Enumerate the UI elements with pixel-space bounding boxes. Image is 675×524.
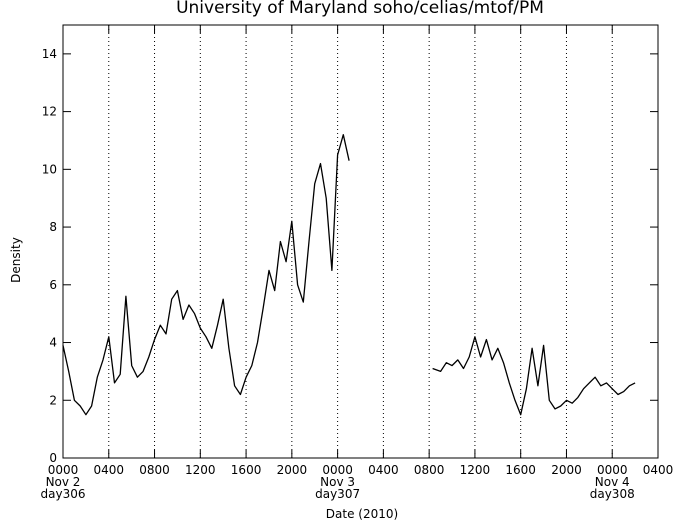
y-tick-label: 6 [49,278,57,292]
data-line [62,134,636,416]
x-tick-label: 2000 [551,463,582,477]
x-tick-label: 0000 [597,463,628,477]
x-date-label: Nov 3 [320,475,355,489]
x-axis-label: Date (2010) [326,507,398,521]
x-tick-label: 2000 [277,463,308,477]
y-tick-label: 0 [49,451,57,465]
x-tick-label: 1600 [505,463,536,477]
x-day-label: day308 [590,487,635,501]
x-tick-label: 1600 [231,463,262,477]
y-tick-label: 14 [42,47,57,61]
y-tick-label: 10 [42,162,57,176]
x-tick-label: 1200 [460,463,491,477]
chart-title: University of Maryland soho/celias/mtof/… [176,0,544,18]
y-tick-label: 8 [49,220,57,234]
y-tick-label: 2 [49,393,57,407]
x-tick-label: 0800 [139,463,170,477]
x-date-label: Nov 4 [595,475,630,489]
x-tick-label: 0400 [368,463,399,477]
x-tick-label: 0000 [48,463,79,477]
y-axis-label: Density [9,237,23,283]
x-day-label: day307 [315,487,360,501]
x-tick-label: 0000 [322,463,353,477]
x-tick-label: 0800 [414,463,445,477]
y-tick-label: 4 [49,336,57,350]
x-date-label: Nov 2 [46,475,81,489]
x-tick-label: 0400 [93,463,124,477]
x-day-label: day306 [41,487,86,501]
plot-frame [62,24,659,459]
y-tick-label: 12 [42,105,57,119]
x-tick-label: 0400 [643,463,674,477]
x-tick-label: 1200 [185,463,216,477]
